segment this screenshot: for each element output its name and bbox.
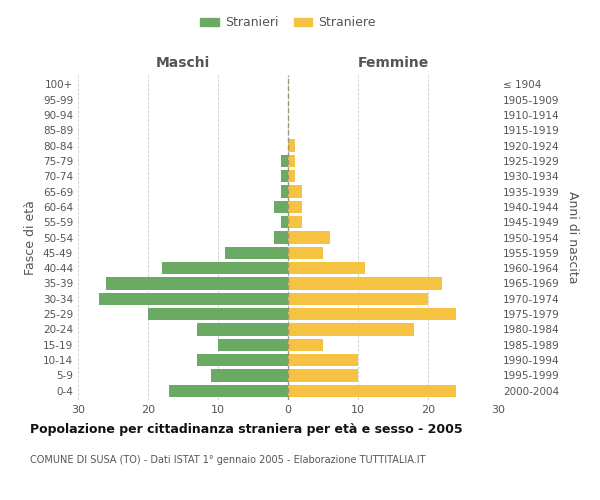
Bar [288, 324, 414, 336]
Bar [288, 246, 323, 259]
Bar [288, 170, 295, 182]
Bar [288, 370, 358, 382]
Bar [218, 338, 288, 351]
Bar [288, 232, 330, 243]
Bar [288, 338, 323, 351]
Bar [288, 186, 302, 198]
Bar [288, 262, 365, 274]
Bar [288, 292, 428, 305]
Bar [288, 200, 302, 213]
Y-axis label: Fasce di età: Fasce di età [25, 200, 37, 275]
Text: Popolazione per cittadinanza straniera per età e sesso - 2005: Popolazione per cittadinanza straniera p… [30, 422, 463, 436]
Bar [274, 200, 288, 213]
Bar [274, 232, 288, 243]
Bar [162, 262, 288, 274]
Bar [197, 354, 288, 366]
Bar [288, 140, 295, 151]
Bar [211, 370, 288, 382]
Bar [288, 278, 442, 289]
Text: Maschi: Maschi [156, 56, 210, 70]
Bar [169, 384, 288, 397]
Bar [288, 354, 358, 366]
Bar [281, 154, 288, 167]
Bar [106, 278, 288, 289]
Text: Femmine: Femmine [358, 56, 428, 70]
Bar [225, 246, 288, 259]
Bar [99, 292, 288, 305]
Bar [281, 216, 288, 228]
Y-axis label: Anni di nascita: Anni di nascita [566, 191, 579, 284]
Text: COMUNE DI SUSA (TO) - Dati ISTAT 1° gennaio 2005 - Elaborazione TUTTITALIA.IT: COMUNE DI SUSA (TO) - Dati ISTAT 1° genn… [30, 455, 425, 465]
Bar [148, 308, 288, 320]
Bar [288, 154, 295, 167]
Legend: Stranieri, Straniere: Stranieri, Straniere [195, 11, 381, 34]
Bar [281, 170, 288, 182]
Bar [281, 186, 288, 198]
Bar [288, 216, 302, 228]
Bar [288, 384, 456, 397]
Bar [288, 308, 456, 320]
Bar [197, 324, 288, 336]
